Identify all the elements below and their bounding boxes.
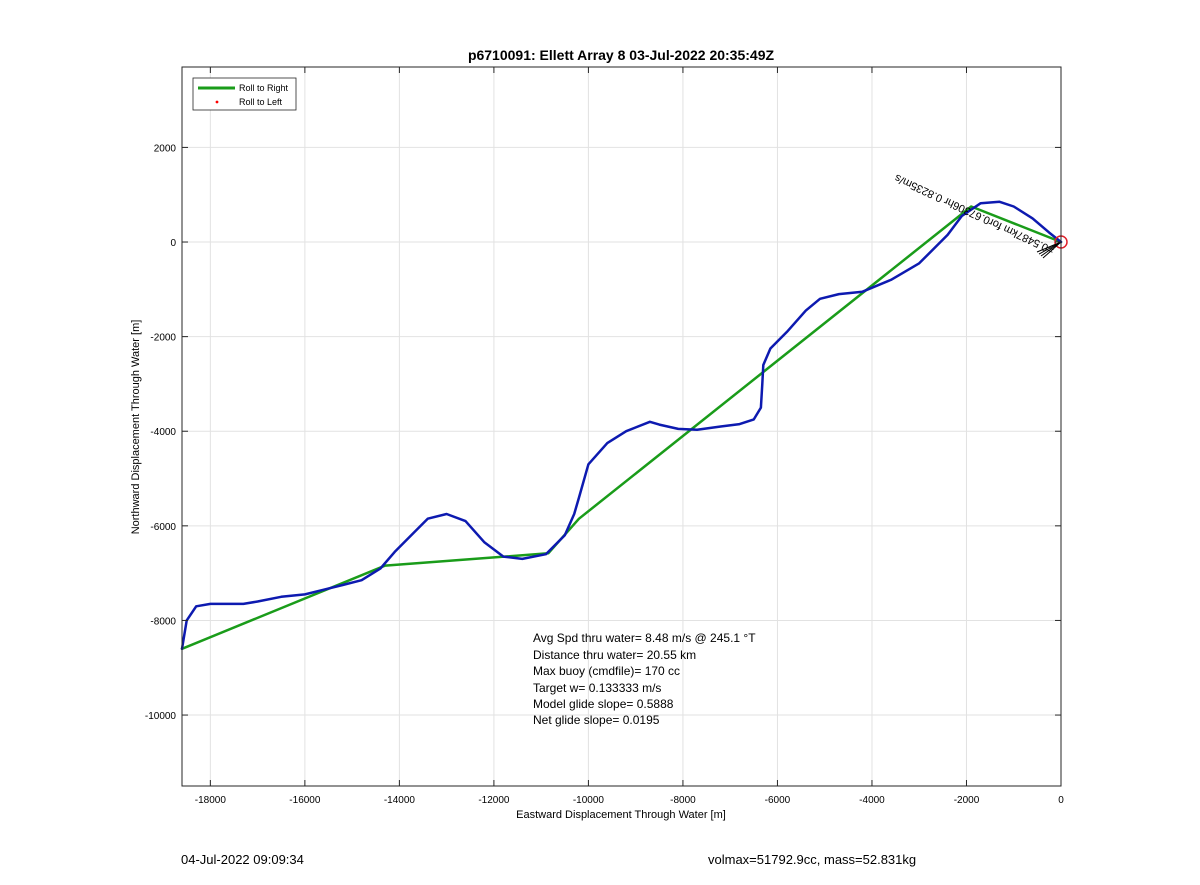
y-tick-label: 2000 xyxy=(154,143,177,154)
y-tick-label: -10000 xyxy=(145,711,177,722)
y-tick-label: -8000 xyxy=(150,616,176,627)
x-tick-label: -8000 xyxy=(670,795,696,806)
stat-line-max-buoy: Max buoy (cmdfile)= 170 cc xyxy=(533,664,680,678)
x-tick-label: -4000 xyxy=(859,795,885,806)
x-axis-ticks: -18000 -16000 -14000 -12000 -10000 -8000 -6000… xyxy=(195,67,1064,806)
chart-title: p6710091: Ellett Array 8 03-Jul-2022 20:… xyxy=(468,47,775,63)
current-vector-arrow xyxy=(1042,241,1062,259)
grid-lines xyxy=(182,67,1062,786)
stat-line-distance: Distance thru water= 20.55 km xyxy=(533,648,696,662)
track-line xyxy=(180,200,1063,651)
legend-label-roll-right: Roll to Right xyxy=(239,83,289,93)
plot-frame xyxy=(181,66,1062,787)
legend-box xyxy=(192,77,297,111)
y-axis-ticks: -10000 -8000 -6000 -4000 -2000 0 2000 xyxy=(145,143,1061,722)
stat-line-model-glide: Model glide slope= 0.5888 xyxy=(533,697,674,711)
y-axis-label: Northward Displacement Through Water [m] xyxy=(130,320,142,535)
legend-label-roll-left: Roll to Left xyxy=(239,97,283,107)
stat-line-avg-speed: Avg Spd thru water= 8.48 m/s @ 245.1 °T xyxy=(533,631,756,645)
y-tick-label: -2000 xyxy=(150,333,176,344)
y-tick-label: -4000 xyxy=(150,427,176,438)
legend-dot-swatch xyxy=(215,100,219,104)
footer-info: volmax=51792.9cc, mass=52.831kg xyxy=(708,852,917,867)
stat-line-target-w: Target w= 0.133333 m/s xyxy=(533,681,661,695)
x-tick-label: -14000 xyxy=(384,795,416,806)
current-vector-arrow xyxy=(1036,241,1062,253)
stat-line-net-glide: Net glide slope= 0.0195 xyxy=(533,713,660,727)
y-tick-label: -6000 xyxy=(150,522,176,533)
x-tick-label: -6000 xyxy=(765,795,791,806)
footer-date: 04-Jul-2022 09:09:34 xyxy=(181,852,304,867)
y-tick-label: 0 xyxy=(170,238,176,249)
x-tick-label: 0 xyxy=(1058,795,1064,806)
x-tick-label: -16000 xyxy=(289,795,321,806)
x-tick-label: -2000 xyxy=(954,795,980,806)
x-tick-label: -12000 xyxy=(478,795,510,806)
x-tick-label: -10000 xyxy=(573,795,605,806)
stats-box: Avg Spd thru water= 8.48 m/s @ 245.1 °T … xyxy=(533,631,756,727)
x-tick-label: -18000 xyxy=(195,795,227,806)
legend: Roll to Right Roll to Left xyxy=(192,77,297,111)
x-axis-label: Eastward Displacement Through Water [m] xyxy=(516,809,726,821)
data-series xyxy=(180,200,1063,651)
